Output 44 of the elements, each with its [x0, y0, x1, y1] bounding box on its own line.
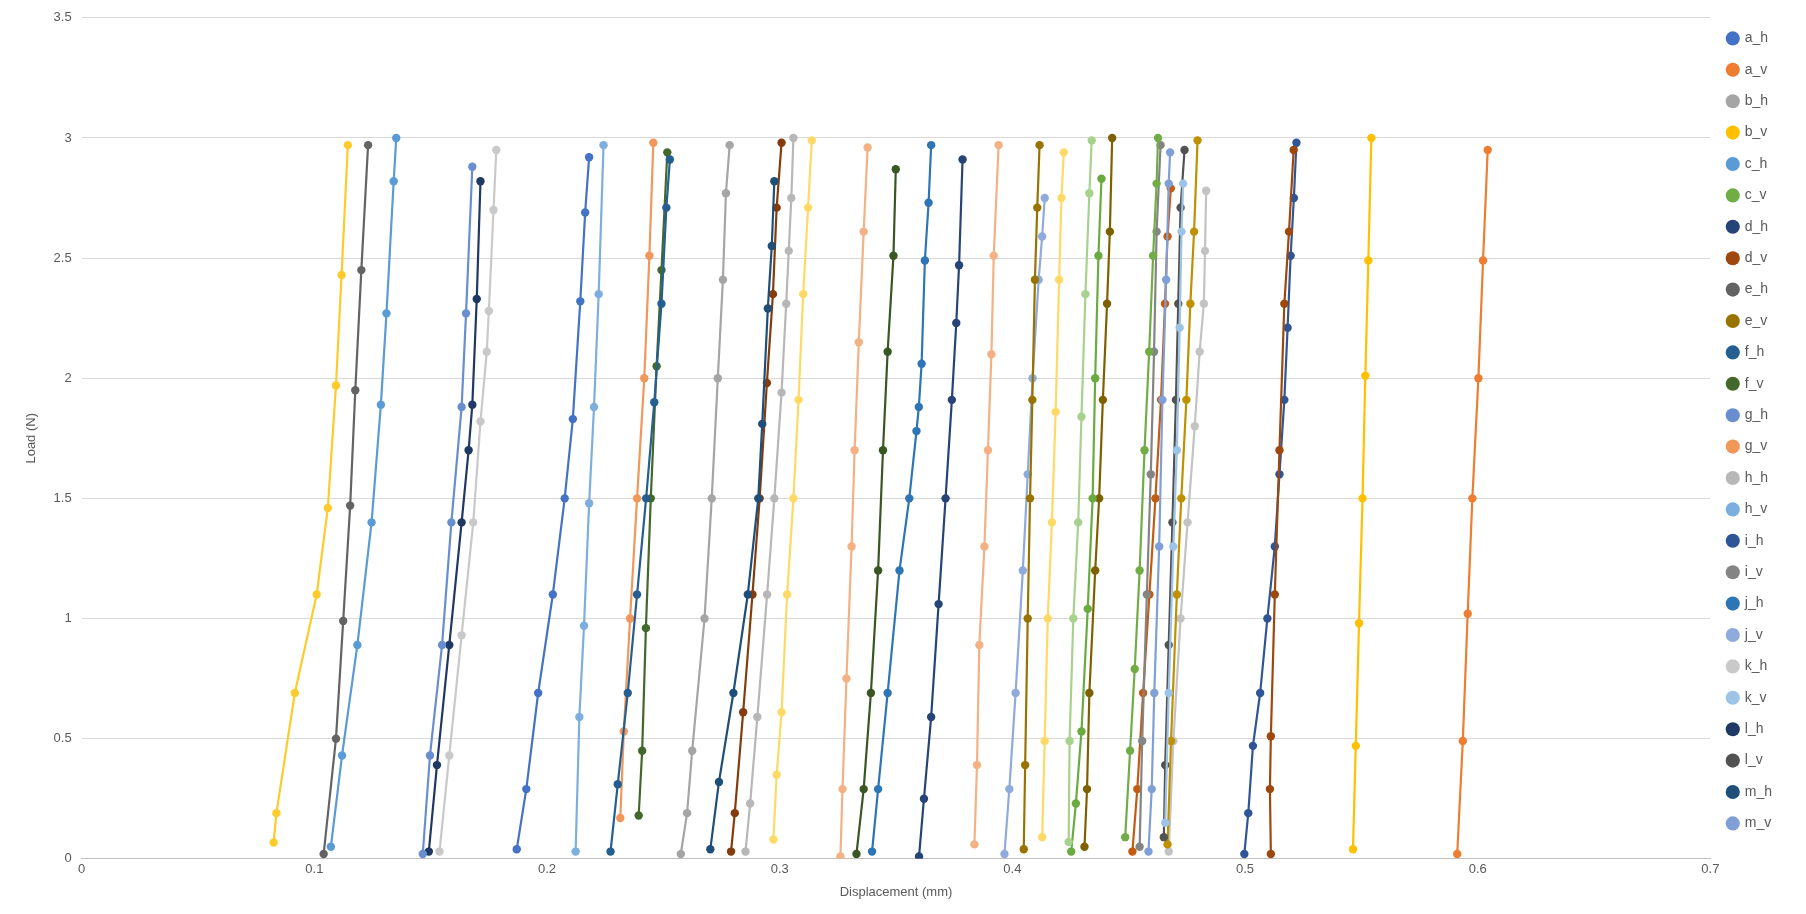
legend-label: e_v: [1744, 311, 1768, 328]
legend-label: i_h: [1744, 531, 1764, 548]
legend-label: e_h: [1744, 280, 1769, 297]
legend-label: b_v: [1744, 123, 1768, 140]
x-tick-label: 0.3: [770, 861, 789, 877]
legend-label: g_h: [1744, 406, 1769, 423]
legend-label: h_h: [1744, 468, 1769, 485]
y-tick-label: 3.5: [53, 9, 72, 25]
legend-label: c_v: [1744, 186, 1767, 203]
x-tick-label: 0.1: [305, 861, 324, 877]
legend-label: a_h: [1744, 29, 1769, 46]
legend-label: i_v: [1744, 563, 1763, 580]
legend-label: k_v: [1744, 688, 1767, 705]
y-axis-title: Load (N): [23, 413, 39, 464]
legend-label: k_h: [1744, 657, 1768, 674]
legend-label: g_v: [1744, 437, 1768, 454]
y-tick-label: 0: [64, 850, 72, 866]
legend-label: f_v: [1744, 374, 1764, 391]
legend-label: d_v: [1744, 249, 1768, 266]
legend-label: l_v: [1744, 751, 1763, 768]
legend-label: j_v: [1743, 625, 1763, 642]
x-tick-label: 0.7: [1701, 861, 1720, 877]
y-tick-label: 3: [64, 129, 72, 145]
legend-label: h_v: [1744, 500, 1768, 517]
y-tick-label: 2: [64, 369, 72, 385]
legend-label: a_v: [1744, 60, 1768, 77]
x-tick-label: 0.4: [1003, 861, 1022, 877]
x-tick-label: 0.2: [537, 861, 557, 877]
legend-label: b_h: [1744, 92, 1769, 109]
x-tick-label: 0.6: [1468, 861, 1487, 877]
x-tick-label: 0: [78, 861, 86, 877]
legend-label: f_h: [1744, 343, 1765, 360]
y-tick-label: 1: [64, 610, 72, 626]
legend-label: c_h: [1744, 154, 1768, 171]
x-axis-title: Displacement (mm): [839, 883, 953, 899]
y-tick-label: 2.5: [53, 249, 72, 265]
legend-label: l_h: [1744, 720, 1764, 737]
legend-label: d_h: [1744, 217, 1769, 234]
y-tick-label: 0.5: [53, 730, 72, 746]
y-tick-label: 1.5: [53, 489, 72, 505]
legend-label: j_h: [1743, 594, 1764, 611]
x-tick-label: 0.5: [1235, 861, 1255, 877]
legend-label: m_h: [1744, 782, 1772, 799]
legend-label: m_v: [1744, 814, 1772, 831]
